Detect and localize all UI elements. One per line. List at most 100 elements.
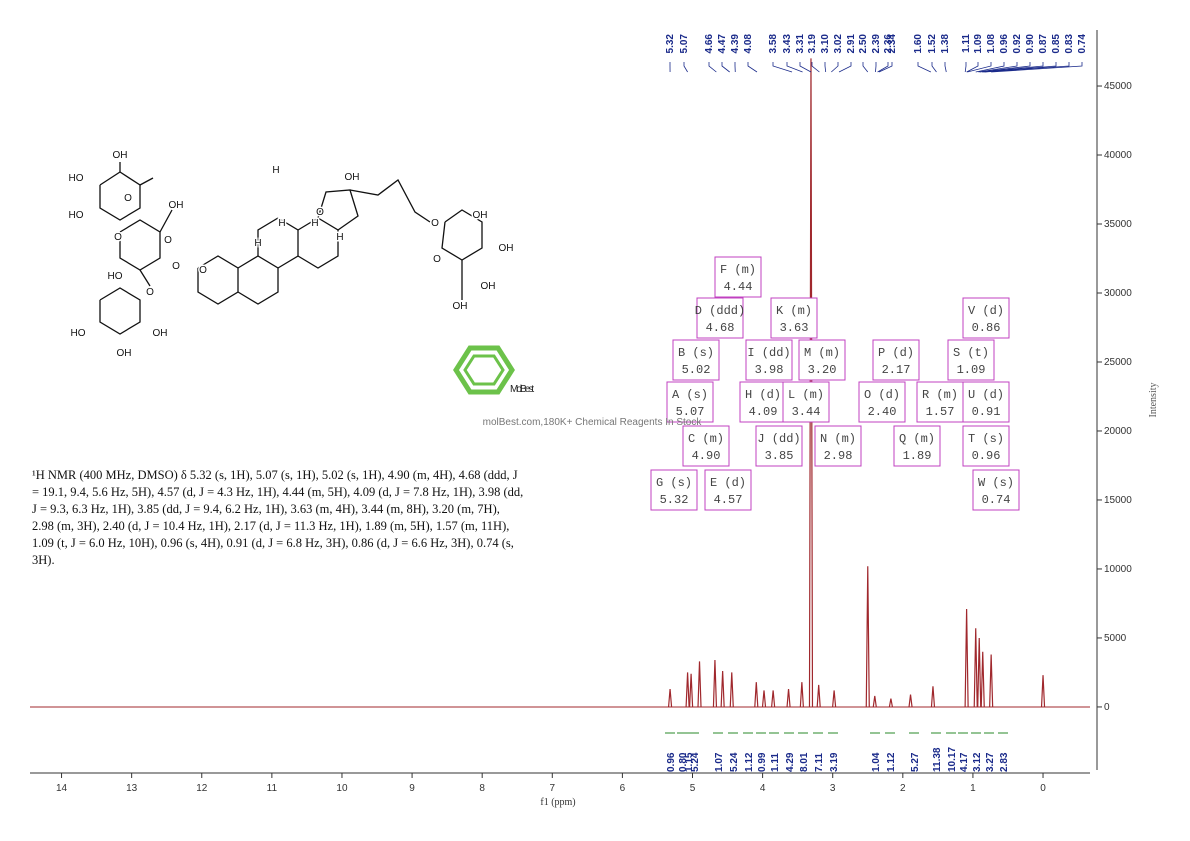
peak-label: 3.19 <box>807 34 818 54</box>
x-tick-label: 10 <box>336 783 348 794</box>
peak-label: 0.83 <box>1064 34 1075 54</box>
peak <box>989 654 994 707</box>
multiplet-label: J (dd) <box>757 432 800 446</box>
multiplet-shift: 1.57 <box>926 405 955 419</box>
multiplet-box <box>650 469 698 511</box>
multiplet-label: S (t) <box>953 346 989 360</box>
peak-label: 2.39 <box>871 34 882 54</box>
multiplet-box <box>962 297 1010 339</box>
peak-label: 0.96 <box>999 34 1010 54</box>
integral-label: 1.07 <box>714 752 725 772</box>
multiplet-shift: 4.68 <box>706 321 735 335</box>
peak <box>729 672 734 707</box>
integral-label: 3.27 <box>985 752 996 772</box>
peak-label: 4.08 <box>743 34 754 54</box>
peak-label: 0.92 <box>1012 34 1023 54</box>
peak-label-leader <box>875 62 877 73</box>
atom-label: HO <box>71 328 86 339</box>
multiplet-shift: 2.98 <box>824 449 853 463</box>
peak-label-leader <box>862 62 869 73</box>
multiplet-shift: 3.63 <box>780 321 809 335</box>
peak <box>964 608 969 707</box>
x-tick-label: 5 <box>690 783 696 794</box>
x-tick-label: 12 <box>196 783 208 794</box>
x-tick-label: 2 <box>900 783 906 794</box>
multiplet-label: A (s) <box>672 388 708 402</box>
multiplet-label: O (d) <box>864 388 900 402</box>
multiplet-shift: 0.91 <box>972 405 1001 419</box>
atom-label: O <box>124 193 132 204</box>
peak-label-leader <box>721 62 730 73</box>
integral-label: 1.11 <box>770 753 781 772</box>
multiplet-box <box>782 381 830 423</box>
peak-label: 1.52 <box>927 34 938 54</box>
integral-label: 8.01 <box>799 752 810 772</box>
peak-label: 4.39 <box>730 34 741 54</box>
atom-label: HO <box>69 210 84 221</box>
y-tick-label: 15000 <box>1104 495 1132 506</box>
multiplet-shift: 1.89 <box>903 449 932 463</box>
peak-label: 1.38 <box>940 34 951 54</box>
peak-label-leader <box>811 62 820 73</box>
peak-label-leader <box>975 62 1005 73</box>
y-tick-label: 0 <box>1104 702 1110 713</box>
multiplet-box <box>962 381 1010 423</box>
peak <box>786 688 791 707</box>
atom-label: OH <box>499 243 514 254</box>
peak-label-leader <box>978 62 1018 73</box>
peak <box>799 682 804 707</box>
multiplet-box <box>672 339 720 381</box>
atom-label: H <box>336 232 343 243</box>
logo-tagline: molBest.com,180K+ Chemical Reagents In S… <box>483 417 703 428</box>
y-tick-label: 45000 <box>1104 81 1132 92</box>
peak <box>865 566 870 707</box>
atom-label: H <box>311 218 318 229</box>
multiplet-label: P (d) <box>878 346 914 360</box>
peak <box>888 698 893 708</box>
atom-label: OH <box>117 348 132 359</box>
multiplet-label: H (d) <box>745 388 781 402</box>
peak <box>667 688 673 707</box>
peak-label-leader <box>824 62 827 73</box>
y-tick-label: 5000 <box>1104 633 1127 644</box>
multiplet-box <box>745 339 793 381</box>
multiplet-box <box>696 297 744 339</box>
peak-label: 1.09 <box>973 34 984 54</box>
atom-label: H <box>254 238 261 249</box>
integral-label: 1.15 <box>684 752 695 772</box>
y-tick-label: 20000 <box>1104 426 1132 437</box>
peak-label-leader <box>877 62 889 73</box>
multiplet-shift: 0.96 <box>972 449 1001 463</box>
integral-label: 5.27 <box>910 752 921 772</box>
peak-label: 5.07 <box>679 34 690 54</box>
x-tick-label: 9 <box>409 783 415 794</box>
peak <box>754 682 759 707</box>
multiplet-label: G (s) <box>656 476 692 490</box>
atom-label: HO <box>108 271 123 282</box>
y-axis-label: Intensity <box>1148 383 1159 418</box>
multiplet-label: B (s) <box>678 346 714 360</box>
multiplet-shift: 1.09 <box>957 363 986 377</box>
multiplet-box <box>666 381 714 423</box>
peak <box>697 661 702 707</box>
peak-label-leader <box>831 62 839 73</box>
multiplet-shift: 5.02 <box>682 363 711 377</box>
x-tick-label: 1 <box>970 783 976 794</box>
integral-label: 4.17 <box>959 752 970 772</box>
peak-label-leader <box>786 62 803 73</box>
logo-name: MolBest <box>510 384 534 395</box>
peak-label: 1.11 <box>961 34 972 53</box>
peak-label: 5.32 <box>665 34 676 54</box>
multiplet-label: F (m) <box>720 263 756 277</box>
molecule-bonds <box>99 162 483 335</box>
peak-label-leader <box>772 62 793 73</box>
multiplet-box <box>704 469 752 511</box>
peak-label-leader <box>747 62 758 73</box>
multiplet-box <box>814 425 862 467</box>
multiplet-shift: 4.09 <box>749 405 778 419</box>
multiplet-box <box>947 339 995 381</box>
multiplet-label: N (m) <box>820 432 856 446</box>
integral-label: 1.12 <box>886 752 897 772</box>
integral-label: 11.38 <box>932 747 943 772</box>
